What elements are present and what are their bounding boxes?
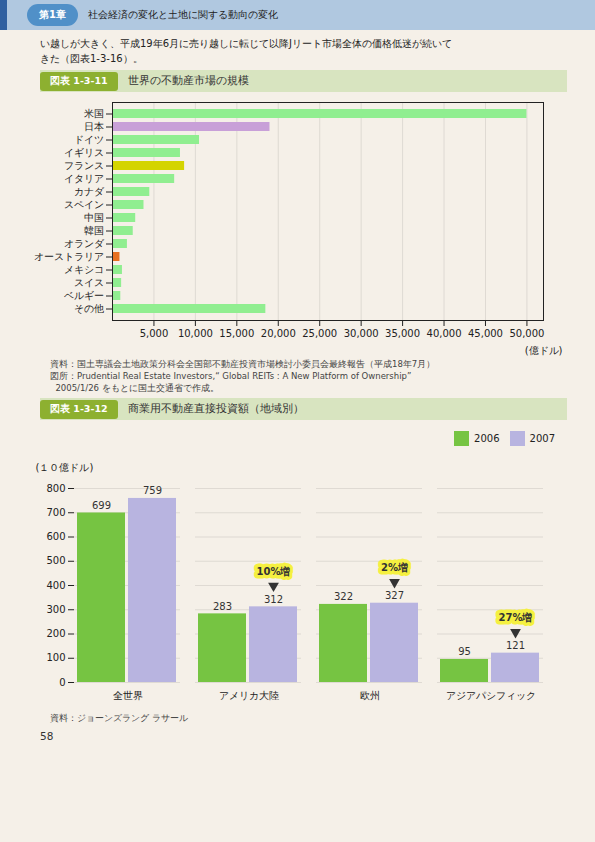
html-text:い越しが大きく、平成19年6月に売り越しに転じて以降Jリート: い越しが大きく、平成19年6月に売り越しに転じて以降Jリート市場全体の価格低迷が… bbox=[40, 38, 452, 49]
svg-text:322: 322 bbox=[334, 591, 353, 602]
svg-text:500: 500 bbox=[46, 555, 65, 566]
svg-text:日本: 日本 bbox=[84, 121, 104, 132]
svg-text:欧州: 欧州 bbox=[360, 690, 380, 701]
svg-text:10%増: 10%増 bbox=[257, 566, 291, 577]
svg-text:カナダ: カナダ bbox=[74, 186, 105, 197]
svg-text:327: 327 bbox=[385, 590, 404, 601]
html-text:58: 58 bbox=[40, 730, 54, 742]
svg-text:35,000: 35,000 bbox=[385, 328, 420, 339]
html-text:社会経済の変化と土地に関する動向の変化: 社会経済の変化と土地に関する動向の変化 bbox=[88, 9, 278, 20]
svg-text:フランス: フランス bbox=[64, 160, 104, 171]
svg-text:ドイツ: ドイツ bbox=[74, 134, 104, 145]
svg-text:27%増: 27%増 bbox=[499, 612, 533, 623]
html-text:2007: 2007 bbox=[529, 433, 555, 444]
html-text:図表 1-3-11: 図表 1-3-11 bbox=[50, 74, 108, 86]
svg-text:700: 700 bbox=[46, 507, 65, 518]
svg-text:ベルギー: ベルギー bbox=[64, 290, 104, 301]
svg-text:312: 312 bbox=[264, 594, 283, 605]
html-text:図表 1-3-12: 図表 1-3-12 bbox=[50, 402, 108, 414]
svg-text:50,000: 50,000 bbox=[509, 328, 544, 339]
svg-text:300: 300 bbox=[46, 604, 65, 615]
svg-text:オランダ: オランダ bbox=[64, 238, 105, 249]
svg-text:その他: その他 bbox=[74, 303, 104, 314]
svg-text:米国: 米国 bbox=[84, 108, 104, 119]
html-text:2006: 2006 bbox=[474, 433, 500, 444]
html-text:2005/1/26 をもとに国土交通省で作成。: 2005/1/26 をもとに国土交通省で作成。 bbox=[50, 383, 219, 393]
svg-text:韓国: 韓国 bbox=[84, 225, 104, 236]
svg-text:イタリア: イタリア bbox=[64, 173, 104, 184]
svg-text:800: 800 bbox=[46, 483, 65, 494]
svg-text:759: 759 bbox=[143, 485, 162, 496]
html-text:資料：国土専議会土地政策分科会全国部不動産投資市場検討小委員: 資料：国土専議会土地政策分科会全国部不動産投資市場検討小委員会最終報告（平成18… bbox=[50, 359, 436, 369]
svg-text:121: 121 bbox=[506, 640, 525, 651]
svg-text:5,000: 5,000 bbox=[140, 328, 169, 339]
html-text:世界の不動産市場の規模: 世界の不動産市場の規模 bbox=[127, 74, 249, 86]
svg-text:200: 200 bbox=[46, 628, 65, 639]
svg-text:10,000: 10,000 bbox=[178, 328, 213, 339]
svg-text:オーストラリア: オーストラリア bbox=[34, 251, 104, 262]
svg-text:全世界: 全世界 bbox=[113, 690, 143, 701]
svg-text:イギリス: イギリス bbox=[64, 147, 104, 158]
svg-text:スペイン: スペイン bbox=[64, 199, 104, 210]
svg-text:アジアパシフィック: アジアパシフィック bbox=[446, 690, 536, 701]
svg-text:メキシコ: メキシコ bbox=[64, 264, 104, 275]
svg-text:2%増: 2%増 bbox=[381, 562, 408, 573]
svg-text:(１０億ドル): (１０億ドル) bbox=[36, 462, 94, 473]
svg-text:40,000: 40,000 bbox=[427, 328, 462, 339]
svg-text:100: 100 bbox=[46, 652, 65, 663]
html-text:第1章: 第1章 bbox=[39, 9, 66, 20]
html-text:図所：Prudential Real Estate Inve: 図所：Prudential Real Estate Investors,“ Gl… bbox=[50, 371, 412, 381]
svg-text:(億ドル): (億ドル) bbox=[525, 345, 563, 356]
svg-text:600: 600 bbox=[46, 531, 65, 542]
svg-text:0: 0 bbox=[59, 677, 65, 688]
svg-text:スイス: スイス bbox=[74, 277, 104, 288]
svg-text:20,000: 20,000 bbox=[261, 328, 296, 339]
svg-text:アメリカ大陸: アメリカ大陸 bbox=[219, 690, 279, 701]
svg-text:283: 283 bbox=[213, 601, 232, 612]
svg-text:400: 400 bbox=[46, 580, 65, 591]
svg-text:45,000: 45,000 bbox=[468, 328, 503, 339]
html-text:商業用不動産直接投資額（地域別）: 商業用不動産直接投資額（地域別） bbox=[127, 402, 304, 414]
html-text:きた（図表1-3-16）。: きた（図表1-3-16）。 bbox=[40, 53, 143, 64]
svg-text:699: 699 bbox=[92, 500, 111, 511]
svg-text:25,000: 25,000 bbox=[302, 328, 337, 339]
svg-text:中国: 中国 bbox=[84, 212, 104, 223]
svg-text:30,000: 30,000 bbox=[344, 328, 379, 339]
html-text:資料：ジョーンズラング ラサール: 資料：ジョーンズラング ラサール bbox=[50, 713, 188, 723]
svg-text:15,000: 15,000 bbox=[219, 328, 254, 339]
svg-text:95: 95 bbox=[458, 646, 471, 657]
